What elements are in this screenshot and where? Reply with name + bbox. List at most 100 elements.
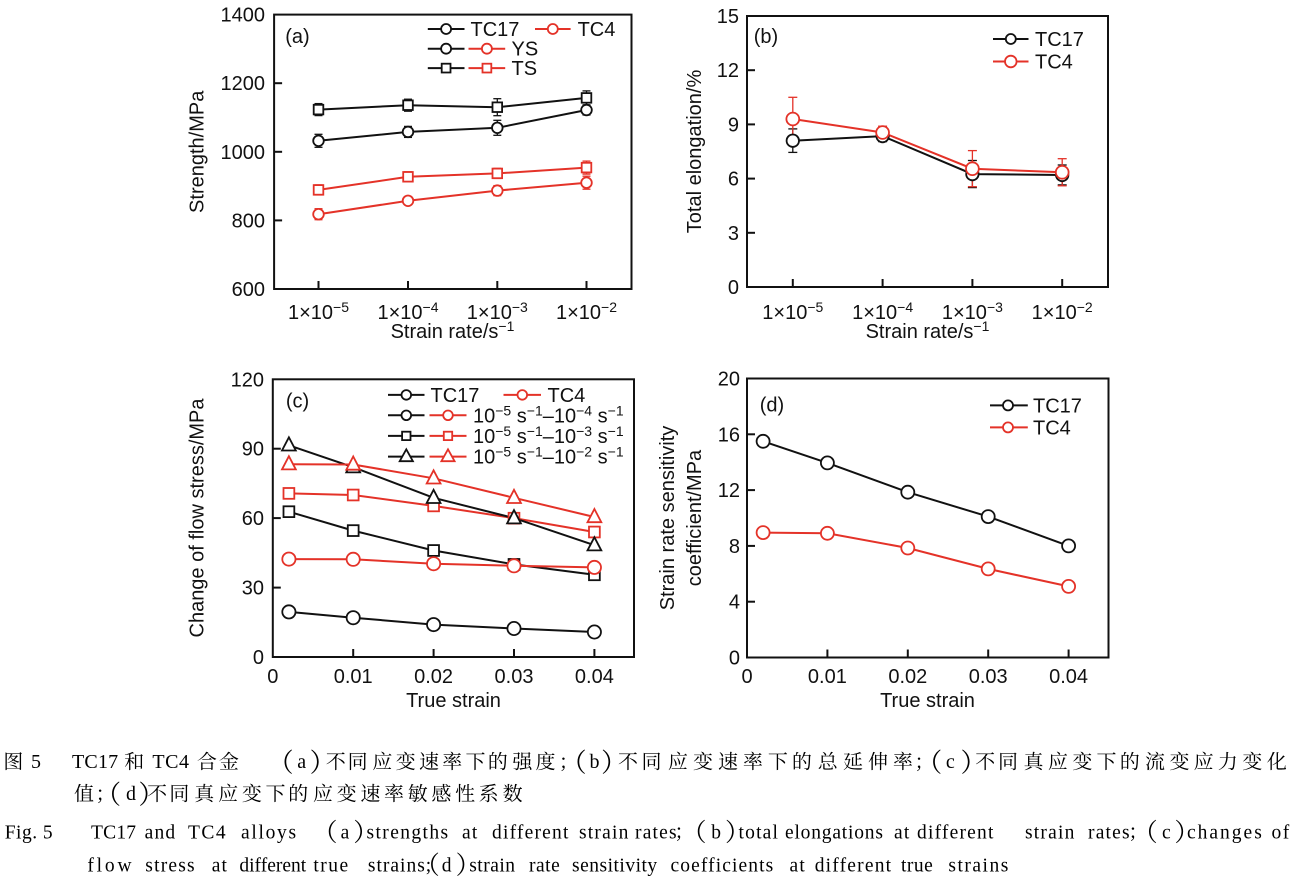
svg-text:Fig.: Fig. [5, 823, 38, 844]
svg-text:6: 6 [728, 169, 739, 191]
svg-text:60: 60 [242, 508, 264, 530]
svg-text:TC17: TC17 [1033, 395, 1082, 417]
svg-text:different: different [492, 823, 570, 844]
svg-text:800: 800 [232, 210, 265, 232]
svg-text:changes: changes [1187, 823, 1264, 844]
svg-text:600: 600 [232, 279, 265, 301]
svg-text:120: 120 [231, 369, 264, 391]
svg-text:0.01: 0.01 [334, 666, 373, 688]
svg-text:12: 12 [717, 60, 739, 82]
svg-text:different: different [815, 855, 893, 876]
svg-text:strengths: strengths [367, 823, 450, 844]
svg-text:0.01: 0.01 [808, 666, 847, 688]
svg-text:4: 4 [729, 592, 740, 614]
svg-text:(c): (c) [286, 391, 309, 413]
svg-text:10−5 s−1–10−4 s−1: 10−5 s−1–10−4 s−1 [473, 402, 624, 427]
svg-text:c: c [1162, 823, 1171, 844]
svg-text:TC17: TC17 [91, 823, 136, 844]
svg-text:0: 0 [741, 666, 752, 688]
svg-text:TC4: TC4 [1033, 417, 1071, 439]
svg-text:(d): (d) [760, 395, 784, 417]
svg-text:90: 90 [242, 439, 264, 461]
svg-text:and: and [145, 823, 177, 844]
svg-text:elongations: elongations [785, 823, 884, 844]
svg-text:TC17: TC17 [72, 751, 118, 773]
svg-text:strains;: strains; [368, 855, 432, 876]
svg-text:at: at [790, 855, 806, 876]
svg-text:9: 9 [728, 114, 739, 136]
svg-text:different: different [917, 823, 995, 844]
svg-text:0.04: 0.04 [1049, 666, 1088, 688]
svg-text:strain: strain [1025, 823, 1076, 844]
svg-text:flow: flow [87, 855, 134, 876]
svg-text:rates: rates [1088, 823, 1131, 844]
svg-text:1400: 1400 [221, 5, 266, 27]
svg-text:alloys: alloys [241, 823, 298, 844]
svg-text:(b): (b) [754, 26, 778, 48]
svg-text:Strain rate/s−1: Strain rate/s−1 [866, 318, 990, 343]
svg-text:3: 3 [728, 223, 739, 245]
svg-text:TC17: TC17 [1035, 29, 1084, 51]
svg-text:0: 0 [253, 647, 264, 669]
svg-text:Strength/MPa: Strength/MPa [187, 90, 209, 213]
svg-text:Strain rate/s−1: Strain rate/s−1 [391, 318, 515, 343]
svg-text:30: 30 [242, 578, 264, 600]
svg-text:8: 8 [729, 536, 740, 558]
svg-text:b: b [711, 823, 721, 844]
svg-text:TC4: TC4 [1035, 52, 1073, 74]
svg-text:coefficients: coefficients [671, 855, 775, 876]
svg-text:0: 0 [728, 277, 739, 299]
svg-text:c: c [946, 751, 955, 773]
svg-text:(a): (a) [285, 26, 309, 48]
svg-text:20: 20 [718, 369, 740, 391]
svg-text:true: true [901, 855, 933, 876]
svg-text:Change of flow stress/MPa: Change of flow stress/MPa [187, 398, 209, 638]
svg-text:TC17: TC17 [431, 385, 480, 407]
svg-text:1×10−5: 1×10−5 [288, 299, 349, 324]
svg-text:TC4: TC4 [188, 823, 227, 844]
svg-text:1200: 1200 [221, 73, 266, 95]
svg-text:rates: rates [635, 823, 678, 844]
svg-text:strains: strains [948, 855, 1009, 876]
svg-text:Strain rate sensitivity: Strain rate sensitivity [657, 426, 679, 611]
svg-text:of: of [1272, 823, 1291, 844]
svg-text:15: 15 [717, 6, 739, 28]
svg-text:stress: stress [145, 855, 196, 876]
svg-text:TC4: TC4 [548, 385, 586, 407]
svg-text:coefficient/MPa: coefficient/MPa [684, 449, 706, 586]
svg-text:TC4: TC4 [578, 19, 616, 41]
svg-text:b: b [590, 751, 600, 773]
svg-text:5: 5 [43, 823, 53, 844]
svg-text:d: d [126, 783, 136, 805]
svg-text:different: different [239, 855, 306, 876]
svg-text:12: 12 [718, 480, 740, 502]
svg-text:1000: 1000 [221, 142, 266, 164]
svg-text:16: 16 [718, 424, 740, 446]
svg-text:at: at [212, 855, 228, 876]
svg-text:0.02: 0.02 [414, 666, 453, 688]
svg-text:YS: YS [512, 39, 539, 61]
svg-text:TS: TS [512, 58, 538, 80]
svg-text:0.03: 0.03 [969, 666, 1008, 688]
svg-text:a: a [341, 823, 350, 844]
svg-text:d: d [442, 855, 452, 876]
svg-text:at: at [894, 823, 910, 844]
svg-text:sensitivity: sensitivity [572, 855, 658, 876]
svg-text:0.04: 0.04 [575, 666, 614, 688]
svg-text:10−5 s−1–10−3 s−1: 10−5 s−1–10−3 s−1 [473, 423, 624, 448]
svg-text:TC17: TC17 [471, 19, 520, 41]
svg-text:True strain: True strain [880, 690, 975, 712]
svg-text:true: true [313, 855, 349, 876]
svg-text:Total elongation/%: Total elongation/% [684, 70, 706, 234]
svg-text:strain: strain [469, 855, 515, 876]
svg-text:a: a [297, 751, 306, 773]
svg-text:0: 0 [267, 666, 278, 688]
svg-text:0: 0 [729, 648, 740, 670]
svg-text:rate: rate [529, 855, 560, 876]
svg-text:total: total [739, 823, 780, 844]
svg-text:strain: strain [579, 823, 630, 844]
svg-text:True strain: True strain [406, 690, 501, 712]
svg-text:0.03: 0.03 [495, 666, 534, 688]
svg-text:TC4: TC4 [152, 751, 189, 773]
svg-text:0.02: 0.02 [888, 666, 927, 688]
